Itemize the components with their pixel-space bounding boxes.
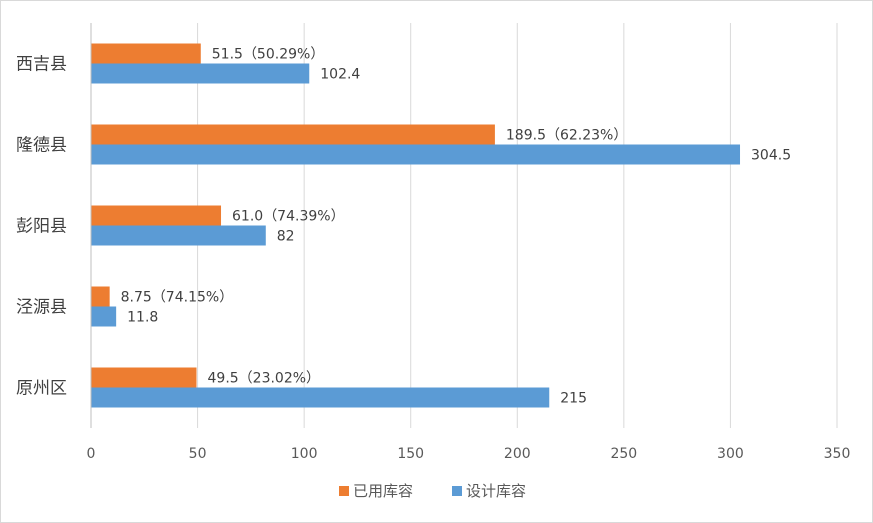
bar-design bbox=[91, 225, 266, 246]
category-label: 西吉县 bbox=[16, 55, 67, 75]
data-label: 61.0（74.39%） bbox=[232, 209, 345, 225]
legend-label: 已用库容 bbox=[353, 482, 413, 500]
x-tick-label: 100 bbox=[291, 446, 318, 462]
data-label: 11.8 bbox=[127, 310, 158, 326]
data-label: 304.5 bbox=[751, 148, 791, 164]
x-tick-label: 50 bbox=[189, 446, 207, 462]
data-label: 102.4 bbox=[320, 67, 360, 83]
bar-design bbox=[91, 387, 550, 408]
bar-design bbox=[91, 306, 117, 327]
bar-used bbox=[91, 367, 197, 388]
legend-swatch bbox=[339, 486, 349, 496]
data-label: 8.75（74.15%） bbox=[121, 290, 234, 306]
category-label: 泾源县 bbox=[16, 298, 67, 318]
data-label: 51.5（50.29%） bbox=[212, 47, 325, 63]
bar-used bbox=[91, 124, 495, 145]
legend-swatch bbox=[452, 486, 462, 496]
x-tick-label: 150 bbox=[397, 446, 424, 462]
category-label: 彭阳县 bbox=[16, 217, 67, 237]
bar-used bbox=[91, 205, 222, 226]
x-tick-label: 250 bbox=[610, 446, 637, 462]
bar-design bbox=[91, 144, 741, 165]
x-tick-label: 350 bbox=[824, 446, 851, 462]
category-label: 隆德县 bbox=[16, 136, 67, 156]
bar-design bbox=[91, 63, 310, 84]
x-tick-label: 300 bbox=[717, 446, 744, 462]
bar-used bbox=[91, 286, 110, 307]
data-label: 189.5（62.23%） bbox=[506, 128, 627, 144]
data-label: 82 bbox=[277, 229, 295, 245]
data-label: 215 bbox=[560, 391, 587, 407]
category-label: 原州区 bbox=[16, 379, 67, 399]
bar-used bbox=[91, 43, 201, 64]
data-label: 49.5（23.02%） bbox=[208, 371, 321, 387]
legend-label: 设计库容 bbox=[466, 482, 526, 500]
x-tick-label: 200 bbox=[504, 446, 531, 462]
x-tick-label: 0 bbox=[87, 446, 96, 462]
